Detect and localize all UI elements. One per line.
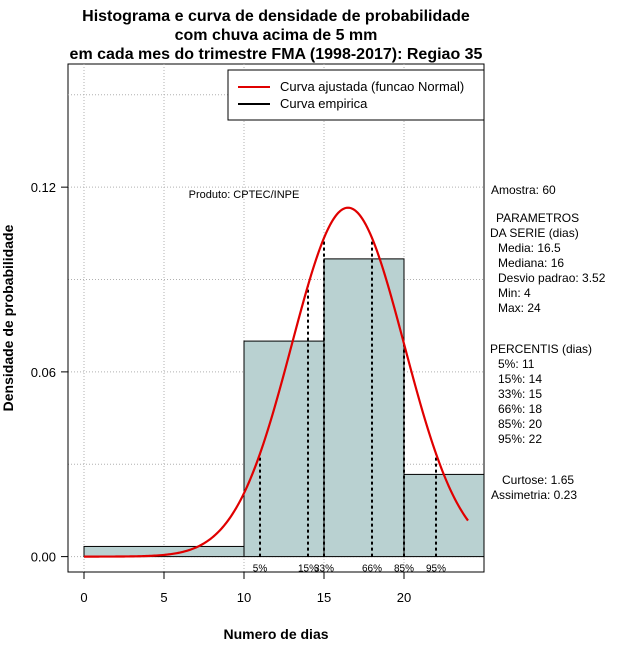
percentis-title: PERCENTIS (dias) (490, 342, 592, 356)
percentile-label-95%: 95% (426, 564, 446, 575)
stats-panel: Amostra: 60 PARAMETROS DA SERIE (dias) M… (490, 183, 606, 502)
x-axis-label: Numero de dias (223, 626, 328, 642)
percentil-33: 33%: 15 (498, 387, 542, 401)
normal-curve (84, 206, 469, 558)
axes: 0 5 10 15 20 0.00 0.06 0.12 (31, 180, 412, 605)
param-sd: Desvio padrao: 3.52 (498, 271, 606, 285)
params-title-1: PARAMETROS (496, 211, 579, 225)
histogram-bar-2 (323, 258, 405, 558)
x-tick-label-0: 0 (80, 590, 87, 605)
chart-title-line-2: com chuva acima de 5 mm (175, 27, 378, 44)
legend-label-fit: Curva ajustada (funcao Normal) (280, 79, 464, 94)
x-tick-label-2: 10 (237, 590, 251, 605)
x-tick-label-4: 20 (397, 590, 411, 605)
legend: Curva ajustada (funcao Normal) Curva emp… (227, 69, 485, 121)
chart-title-line-1: Histograma e curva de densidade de proba… (82, 8, 470, 25)
product-annotation: Produto: CPTEC/INPE (189, 189, 300, 201)
percentile-label-85%: 85% (394, 564, 414, 575)
normal-fit-curve (84, 206, 469, 558)
sample-size: Amostra: 60 (491, 183, 556, 197)
percentil-95: 95%: 22 (498, 432, 542, 446)
y-tick-label-2: 0.12 (31, 180, 56, 195)
percentil-66: 66%: 18 (498, 402, 542, 416)
param-max: Max: 24 (498, 301, 541, 315)
param-min: Min: 4 (498, 286, 531, 300)
percentile-label-15%: 15% (298, 564, 318, 575)
percentile-lines: 5% 15%33% 66% 85% 95% (253, 237, 446, 575)
histogram-bars (83, 258, 485, 558)
percentile-label-33%: 33% (314, 564, 334, 575)
param-median: Mediana: 16 (498, 256, 564, 270)
y-tick-label-1: 0.06 (31, 365, 56, 380)
legend-box (227, 69, 485, 121)
x-tick-label-3: 15 (317, 590, 331, 605)
legend-label-empirical: Curva empirica (280, 96, 368, 111)
percentil-85: 85%: 20 (498, 417, 542, 431)
chart-title-line-3: em cada mes do trimestre FMA (1998-2017)… (70, 46, 483, 63)
param-mean: Media: 16.5 (498, 241, 561, 255)
histogram-bar-3 (403, 473, 485, 558)
percentil-15: 15%: 14 (498, 372, 542, 386)
y-axis-label: Densidade de probabilidade (0, 224, 16, 411)
percentil-5: 5%: 11 (498, 357, 535, 371)
kurtosis: Curtose: 1.65 (502, 473, 574, 487)
percentile-label-5%: 5% (253, 564, 268, 575)
x-tick-label-1: 5 (160, 590, 167, 605)
skewness: Assimetria: 0.23 (491, 488, 577, 502)
params-title-2: DA SERIE (dias) (490, 226, 579, 240)
y-tick-label-0: 0.00 (31, 550, 56, 565)
percentile-label-66%: 66% (362, 564, 382, 575)
